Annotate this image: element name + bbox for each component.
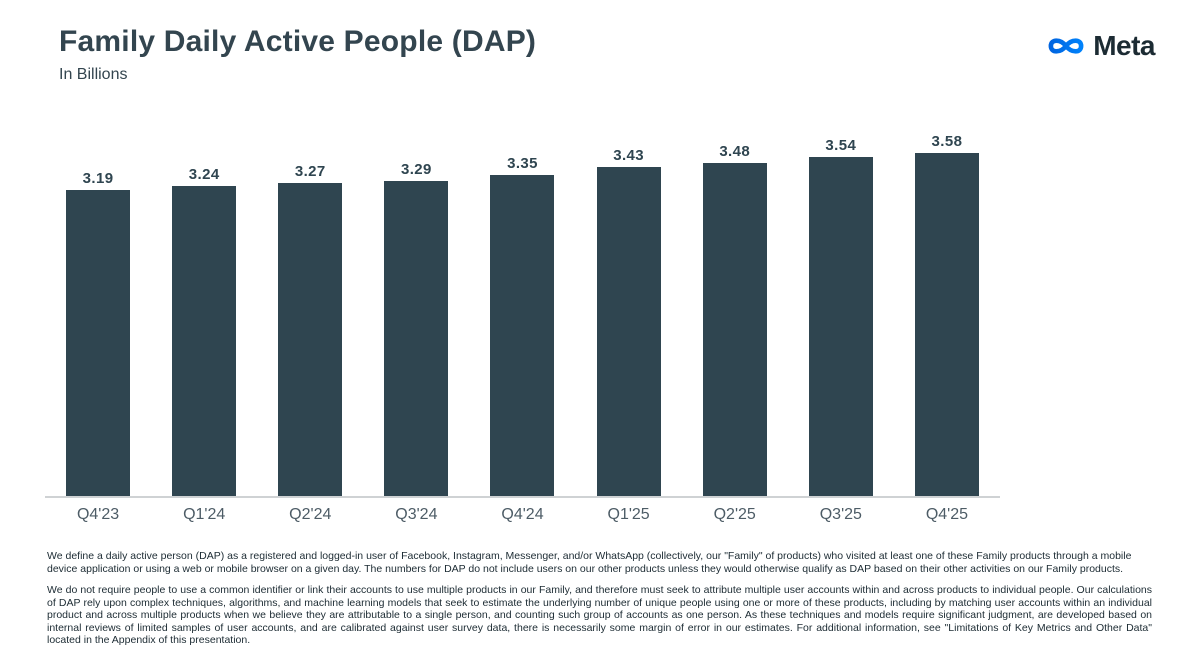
bar-column: 3.27 (257, 163, 363, 496)
bar-column: 3.43 (576, 147, 682, 496)
x-axis-tick-label: Q2'24 (289, 506, 332, 523)
bar-column: 3.24 (151, 166, 257, 496)
x-axis-tick-label: Q1'24 (183, 506, 226, 523)
meta-logo-wordmark: Meta (1093, 30, 1155, 61)
bar-value-label: 3.43 (613, 147, 644, 165)
bar-value-label: 3.29 (400, 160, 432, 178)
footnote-methodology: We do not require people to use a common… (47, 584, 1152, 646)
bar-value-label: 3.48 (719, 142, 751, 160)
bar-column: 3.54 (788, 137, 894, 496)
bar (172, 185, 237, 496)
page-title: Family Daily Active People (DAP) (59, 25, 537, 58)
header: Family Daily Active People (DAP) In Bill… (0, 0, 1199, 86)
title-block: Family Daily Active People (DAP) In Bill… (59, 22, 536, 86)
x-axis-tick-label: Q4'24 (501, 506, 544, 523)
bars-row: 3.19 3.24 3.27 3.29 3.35 3.43 3.48 3.54 3.58 (45, 116, 1000, 498)
meta-infinity-icon (1045, 33, 1087, 59)
bar (66, 190, 131, 496)
bar-value-label: 3.58 (931, 133, 963, 150)
bar-value-label: 3.27 (294, 162, 326, 180)
bar (384, 180, 449, 496)
bar-column: 3.35 (469, 155, 575, 496)
bar (914, 153, 979, 496)
x-axis-tick-label: Q1'25 (607, 506, 650, 523)
x-axis-tick-label: Q4'25 (925, 506, 969, 523)
bar-value-label: 3.24 (188, 165, 220, 183)
bar (808, 156, 873, 496)
bar (596, 167, 661, 496)
bar-value-label: 3.19 (82, 170, 114, 188)
footnotes: We define a daily active person (DAP) as… (47, 550, 1152, 647)
bar-chart: 3.19 3.24 3.27 3.29 3.35 3.43 3.48 3.54 3.58 Q4'… (45, 116, 1000, 524)
category-labels-row: Q4'23 Q1'24 Q2'24 Q3'24 Q4'24 Q1'25 Q2'25 Q3'25… (45, 498, 1000, 524)
x-axis-tick-label: Q3'24 (395, 506, 438, 523)
bar (278, 182, 343, 496)
meta-logo: Meta (1045, 30, 1155, 62)
bar-value-label: 3.54 (825, 136, 857, 154)
bar (702, 162, 767, 496)
footnote-dap-definition: We define a daily active person (DAP) as… (47, 550, 1132, 575)
bar-column: 3.19 (45, 170, 151, 496)
bar-column: 3.48 (682, 143, 788, 496)
bar-value-label: 3.35 (507, 155, 538, 172)
bar-column: 3.29 (363, 161, 469, 496)
x-axis-tick-label: Q4'23 (76, 506, 120, 523)
bar (490, 175, 555, 496)
x-axis-tick-label: Q2'25 (713, 506, 756, 523)
x-axis-tick-label: Q3'25 (819, 506, 862, 523)
page-subtitle: In Billions (59, 66, 128, 83)
bar-column: 3.58 (894, 133, 1000, 496)
